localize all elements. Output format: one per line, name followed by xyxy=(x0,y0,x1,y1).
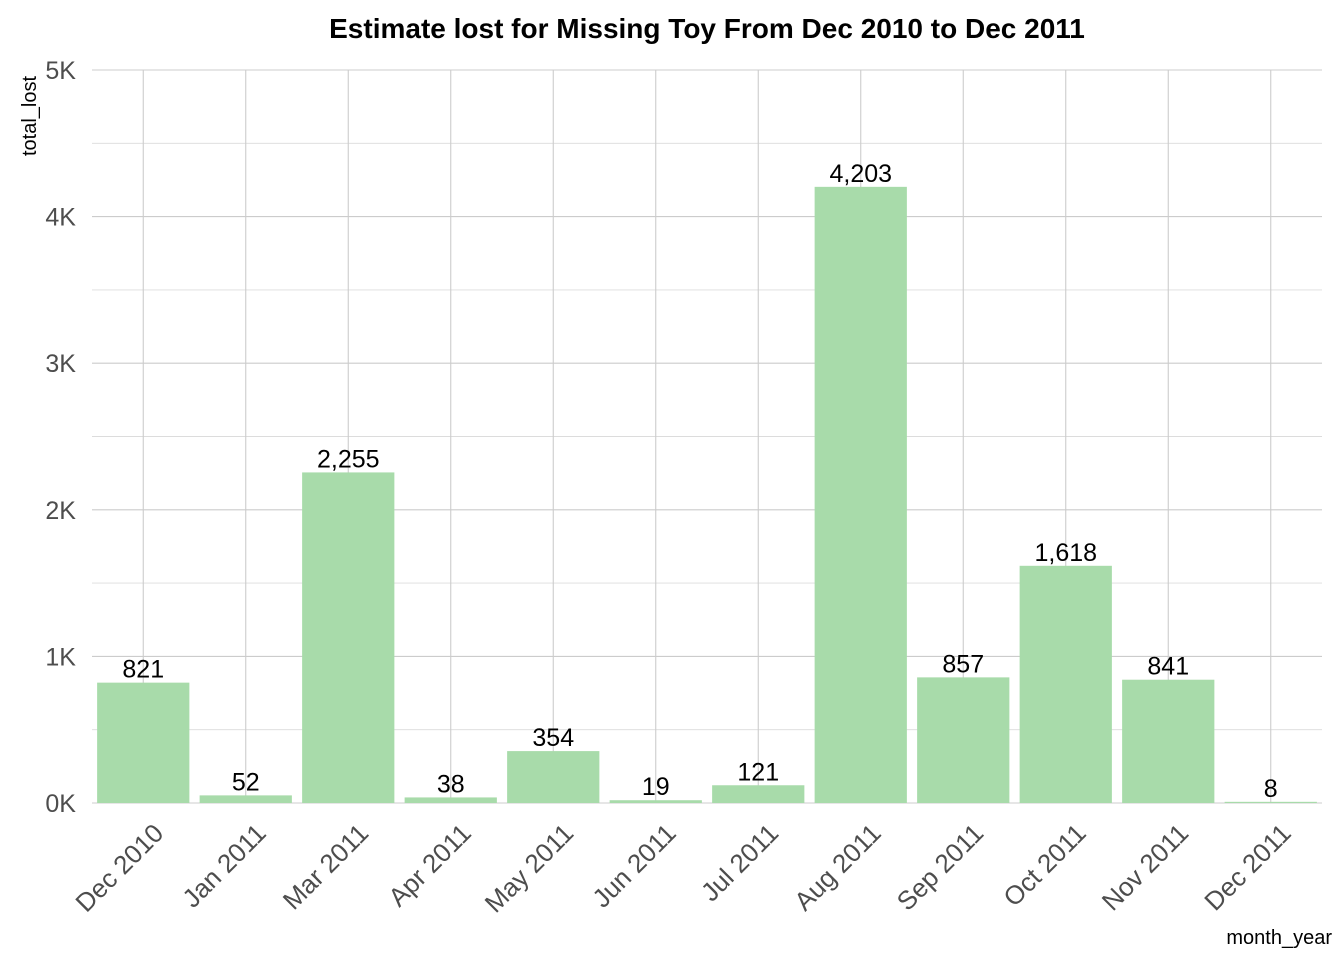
y-tick-label: 5K xyxy=(45,57,76,85)
x-tick-label: Jan 2011 xyxy=(176,818,272,914)
x-tick-label: Sep 2011 xyxy=(891,818,990,917)
bar-nov-2011 xyxy=(1122,679,1215,803)
y-tick-label: 2K xyxy=(45,497,76,525)
x-tick-label: Mar 2011 xyxy=(277,818,375,916)
data-label: 52 xyxy=(232,768,260,796)
bar-apr-2011 xyxy=(404,797,497,803)
data-label: 1,618 xyxy=(1034,539,1097,567)
x-tick-label: Nov 2011 xyxy=(1096,818,1195,917)
bar-jun-2011 xyxy=(609,800,702,803)
bar-may-2011 xyxy=(507,751,600,803)
bar-aug-2011 xyxy=(814,186,907,803)
bar-oct-2011 xyxy=(1019,565,1112,803)
data-label: 857 xyxy=(942,650,984,678)
data-label: 841 xyxy=(1147,653,1189,681)
y-tick-label: 0K xyxy=(45,790,76,818)
x-axis-ticks: Dec 2010 Jan 2011 Mar 2011 Apr 2011 May 2011… xyxy=(69,818,1296,919)
y-tick-label: 4K xyxy=(45,204,76,232)
data-label: 354 xyxy=(532,724,574,752)
data-label: 19 xyxy=(642,773,670,801)
x-tick-label: Jul 2011 xyxy=(695,818,784,907)
chart-title: Estimate lost for Missing Toy From Dec 2… xyxy=(329,13,1085,44)
data-label: 8 xyxy=(1264,775,1278,803)
data-label: 4,203 xyxy=(829,160,892,188)
x-tick-label: Apr 2011 xyxy=(382,818,476,912)
data-label: 38 xyxy=(437,770,465,798)
x-tick-label: May 2011 xyxy=(479,818,580,919)
y-axis-ticks: 0K 1K 2K 3K 4K 5K xyxy=(45,57,76,818)
data-label: 2,255 xyxy=(317,445,380,473)
bar-mar-2011 xyxy=(302,472,395,803)
x-axis-label: month_year xyxy=(1226,927,1332,949)
x-tick-label: Dec 2010 xyxy=(69,818,169,918)
y-tick-label: 3K xyxy=(45,350,76,378)
x-tick-label: Jun 2011 xyxy=(586,818,682,914)
data-label: 821 xyxy=(122,656,164,684)
bars xyxy=(97,186,1317,803)
x-tick-label: Aug 2011 xyxy=(788,818,887,917)
y-tick-label: 1K xyxy=(45,643,76,671)
bar-dec-2011 xyxy=(1224,801,1317,803)
bar-sep-2011 xyxy=(917,677,1010,803)
y-axis-label: total_lost xyxy=(19,76,41,156)
bar-jul-2011 xyxy=(712,785,805,803)
data-labels: 821 52 2,255 38 354 19 121 4,203 857 1,618 841 8 xyxy=(122,160,1277,803)
bar-dec-2010 xyxy=(97,682,190,803)
data-label: 121 xyxy=(737,758,779,786)
bar-jan-2011 xyxy=(199,795,292,803)
x-tick-label: Dec 2011 xyxy=(1198,818,1297,917)
x-tick-label: Oct 2011 xyxy=(997,818,1091,912)
